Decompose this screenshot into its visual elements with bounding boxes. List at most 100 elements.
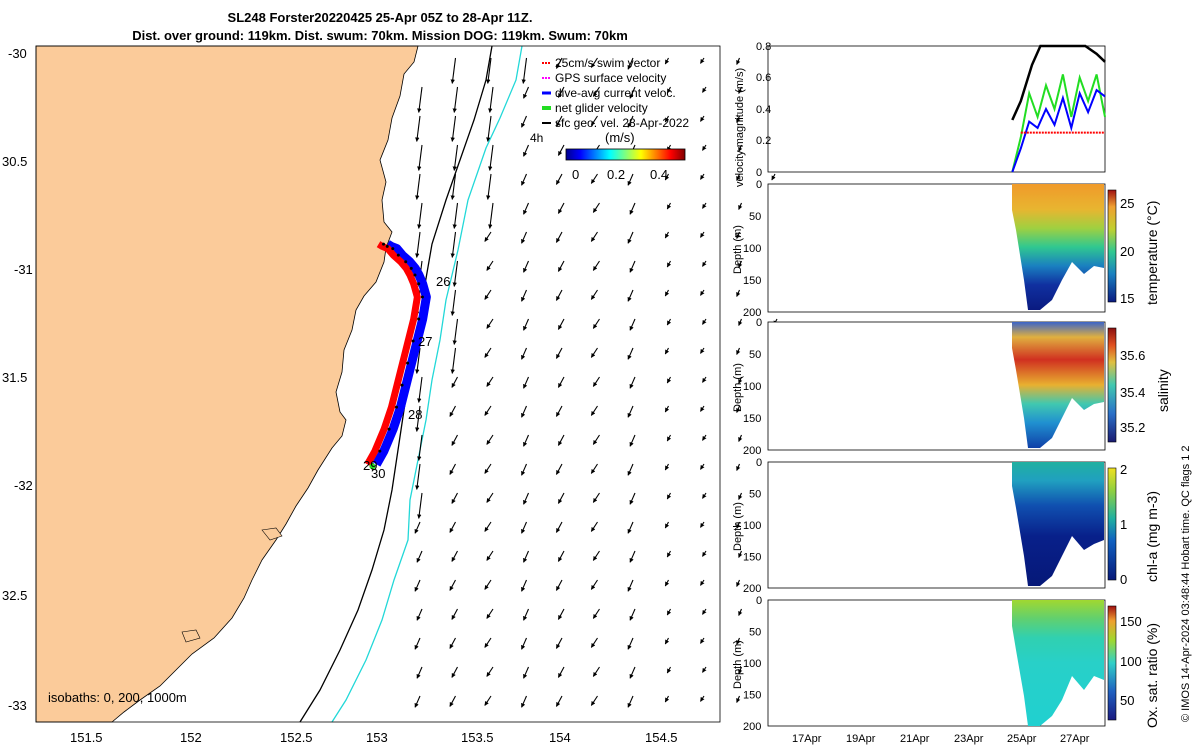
current-vector-arrow — [590, 463, 598, 474]
speed-colorbar — [565, 148, 686, 161]
current-vector-arrow — [702, 202, 707, 209]
glider-position-point — [409, 266, 413, 270]
depth-tick-label: 100 — [743, 658, 761, 670]
temperature-cblabel: temperature (°C) — [1144, 201, 1160, 305]
colorbar-tick: 0.2 — [607, 167, 625, 182]
current-vector-arrow — [452, 318, 459, 345]
current-vector-arrow — [700, 637, 705, 644]
current-vector-arrow — [555, 289, 563, 301]
current-vector-arrow — [555, 521, 563, 533]
depth-tick-label: 200 — [743, 583, 761, 595]
current-vector-arrow — [702, 608, 707, 615]
current-vector-field — [414, 57, 778, 708]
temperature-section — [1012, 184, 1104, 310]
current-vector-arrow — [738, 144, 743, 152]
current-vector-arrow — [738, 434, 743, 442]
current-vector-arrow — [590, 579, 598, 590]
day-label: 27 — [418, 334, 432, 349]
current-vector-arrow — [590, 289, 598, 300]
salinity-panel: 35.6 35.4 35.2 salinity — [767, 321, 1171, 451]
current-vector-arrow — [592, 260, 600, 271]
current-vector-arrow — [627, 463, 634, 476]
velocity-series-line — [1011, 73, 1106, 173]
current-vector-arrow — [738, 376, 743, 384]
depth-tick-label: 150 — [743, 690, 761, 702]
y-tick-label: 30.5 — [2, 154, 27, 169]
swim-vector-track — [364, 241, 421, 467]
salinity-section — [1012, 322, 1104, 448]
current-vector-arrow — [736, 463, 741, 471]
current-vector-arrow — [700, 579, 705, 586]
current-vector-arrow — [555, 57, 563, 69]
temperature-colorbar — [1107, 189, 1117, 303]
x-tick-label: 21Apr — [900, 733, 930, 745]
current-vector-arrow — [664, 695, 670, 703]
current-vector-arrow — [629, 202, 636, 215]
current-vector-arrow — [592, 376, 600, 387]
y-tick-label: 31.5 — [2, 370, 27, 385]
current-vector-arrow — [592, 86, 600, 97]
current-vector-arrow — [557, 260, 565, 272]
current-vector-arrow — [629, 376, 636, 389]
current-vector-arrow — [452, 260, 459, 287]
current-vector-arrow — [521, 405, 528, 418]
current-vector-arrow — [523, 666, 530, 679]
current-vector-arrow — [666, 86, 672, 94]
current-vector-arrow — [523, 318, 530, 331]
x-tick-label: 19Apr — [846, 733, 876, 745]
current-vector-arrow — [702, 434, 707, 441]
current-vector-arrow — [592, 318, 600, 329]
depth-tick-label: 50 — [749, 627, 761, 639]
current-vector-arrow — [484, 347, 492, 358]
salinity-colorbar — [1107, 327, 1117, 443]
current-vector-arrow — [523, 202, 530, 215]
current-vector-arrow — [486, 434, 494, 445]
current-vector-arrow — [486, 550, 494, 561]
depth-tick-label: 50 — [749, 349, 761, 361]
chla-section — [1012, 462, 1104, 586]
current-vector-arrow — [664, 347, 670, 355]
y-tick-label: 0.6 — [756, 72, 771, 84]
legend-item: sfc geo. vel. 28-Apr-2022 — [555, 116, 689, 130]
current-vector-arrow — [736, 173, 741, 181]
current-vector-arrow — [700, 521, 705, 528]
current-vector-arrow — [415, 115, 421, 142]
x-tick-label: 153 — [366, 730, 388, 745]
glider-position-point — [411, 339, 415, 343]
colorbar-unit: (m/s) — [605, 130, 635, 145]
current-vector-arrow — [629, 666, 636, 679]
colorbar-tick: 0 — [572, 167, 579, 182]
current-vector-arrow — [664, 521, 670, 529]
y-tick-label: -32 — [14, 478, 33, 493]
colorbar-tick: 0.4 — [650, 167, 668, 182]
y-tick-label: 0.2 — [756, 135, 771, 147]
current-vector-arrow — [736, 521, 741, 529]
current-vector-arrow — [592, 666, 600, 677]
current-vector-arrow — [666, 318, 672, 326]
current-vector-arrow — [450, 57, 457, 84]
x-tick-label: 154 — [549, 730, 571, 745]
current-vector-arrow — [738, 318, 743, 326]
map-y-axis: -30 30.5 -31 31.5 -32 32.5 -33 — [2, 46, 33, 713]
current-vector-arrow — [450, 347, 457, 374]
chart-title-line1: SL248 Forster20220425 25-Apr 05Z to 28-A… — [227, 10, 533, 25]
velocity-panel: 0.8 0.6 0.4 0.2 0 velocity magnitude (m/… — [734, 41, 1106, 187]
glider-position-point — [378, 449, 382, 453]
chart-title-line2: Dist. over ground: 119km. Dist. swum: 70… — [132, 28, 628, 43]
x-tick-label: 153.5 — [461, 730, 494, 745]
y-tick-label: -30 — [8, 46, 27, 61]
current-vector-arrow — [415, 405, 421, 432]
current-vector-arrow — [555, 463, 563, 475]
current-vector-arrow — [555, 579, 563, 591]
current-vector-arrow — [415, 463, 421, 490]
current-vector-arrow — [664, 637, 670, 645]
current-vector-arrow — [452, 144, 459, 171]
current-vector-arrow — [590, 405, 598, 416]
current-vector-arrow — [557, 434, 565, 446]
current-vector-arrow — [486, 115, 492, 142]
velocity-axes — [767, 45, 1106, 173]
current-vector-arrow — [417, 86, 423, 113]
day-label: 28 — [408, 407, 422, 422]
glider-position-point — [417, 317, 421, 321]
chla-colorbar — [1107, 467, 1117, 581]
